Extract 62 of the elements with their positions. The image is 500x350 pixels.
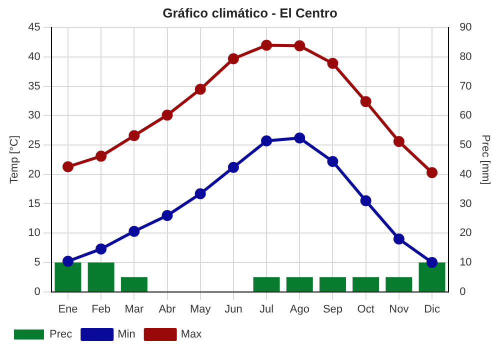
- y-tick-label: 5: [34, 256, 40, 268]
- y2-axis-title: Prec [mm]: [479, 134, 492, 185]
- y2-tick-label: 50: [460, 139, 472, 152]
- y2-tick-label: 30: [460, 198, 472, 210]
- legend-label: Max: [180, 328, 202, 341]
- y2-tick-label: 0: [460, 286, 466, 298]
- x-tick-label: Jul: [260, 303, 274, 316]
- point: [426, 167, 438, 178]
- point: [62, 256, 74, 267]
- point: [162, 210, 173, 221]
- point: [228, 162, 239, 173]
- y-tick-label: 15: [28, 198, 40, 210]
- y-axis-title: Temp [°C]: [8, 135, 21, 184]
- y2-tick-label: 10: [460, 256, 472, 268]
- point: [294, 132, 306, 144]
- x-tick-label: May: [190, 303, 212, 316]
- legend-label: Prec: [50, 328, 73, 341]
- x-tick-label: Jun: [224, 303, 242, 316]
- y-tick-label: 35: [28, 80, 40, 92]
- point: [128, 130, 140, 142]
- legend-label: Min: [118, 328, 136, 341]
- x-tick-label: Oct: [357, 303, 374, 316]
- y2-tick-label: 60: [460, 110, 472, 122]
- y-tick-label: 45: [28, 22, 40, 34]
- y2-tick-label: 40: [460, 168, 472, 180]
- x-tick-label: Ene: [58, 303, 78, 316]
- y2-tick-label: 90: [460, 22, 472, 34]
- y-tick-label: 30: [28, 110, 40, 122]
- point: [327, 156, 338, 167]
- point: [393, 233, 404, 244]
- point: [294, 40, 306, 52]
- point: [162, 110, 173, 121]
- point: [360, 195, 372, 206]
- y-tick-label: 10: [28, 227, 40, 240]
- y-tick-label: 20: [28, 168, 40, 180]
- point: [327, 58, 338, 69]
- point: [261, 40, 272, 51]
- y-tick-label: 0: [34, 286, 40, 298]
- x-tick-label: Mar: [124, 303, 144, 316]
- point: [96, 150, 107, 162]
- point: [96, 243, 107, 254]
- point: [393, 136, 404, 147]
- point: [426, 256, 438, 268]
- y2-tick-label: 70: [460, 80, 472, 92]
- chart-title: Gráfico climático - El Centro: [162, 5, 338, 20]
- y2-tick-label: 20: [460, 227, 472, 240]
- x-tick-label: Ago: [290, 303, 310, 316]
- x-tick-label: Abr: [158, 303, 176, 316]
- y-tick-label: 25: [28, 139, 40, 152]
- point: [128, 226, 140, 237]
- x-tick-label: Sep: [322, 303, 343, 316]
- y2-tick-label: 80: [460, 50, 472, 63]
- x-tick-label: Dic: [424, 303, 440, 316]
- point: [194, 188, 206, 200]
- point: [228, 53, 239, 64]
- point: [62, 161, 74, 172]
- point: [360, 96, 372, 108]
- y-tick-label: 40: [28, 50, 40, 63]
- x-tick-label: Nov: [389, 303, 410, 316]
- point: [261, 135, 272, 146]
- x-tick-label: Feb: [92, 303, 111, 316]
- point: [194, 84, 206, 95]
